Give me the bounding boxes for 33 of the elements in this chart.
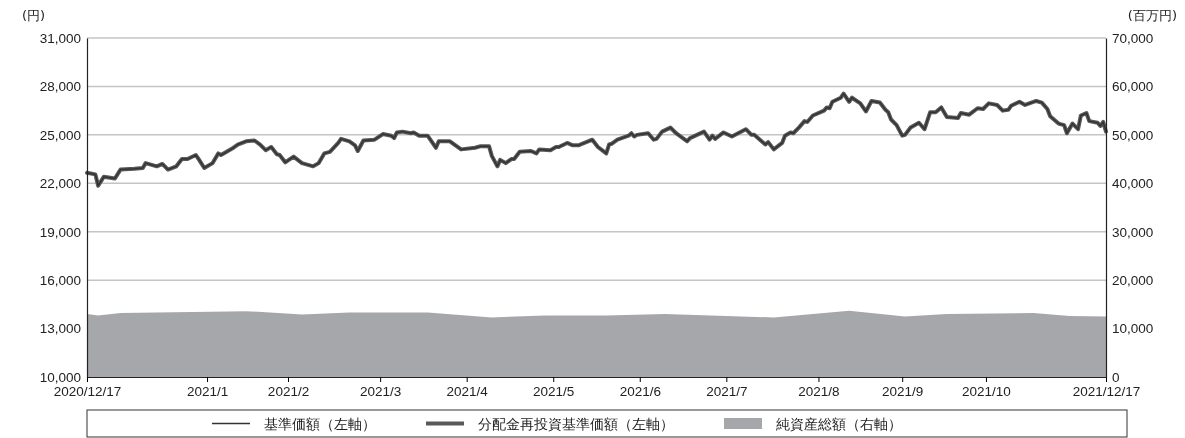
x-tick-label: 2020/12/17 xyxy=(53,383,122,399)
y2-tick-label: 70,000 xyxy=(1112,30,1154,46)
y2-tick-label: 10,000 xyxy=(1112,321,1154,337)
y-axis-title: (円) xyxy=(22,8,46,23)
y-tick-label: 19,000 xyxy=(39,224,81,240)
x-tick-label: 2021/7 xyxy=(706,383,748,399)
y-tick-label: 16,000 xyxy=(39,272,81,288)
x-tick-label: 2021/5 xyxy=(533,383,575,399)
y2-axis-title: (百万円) xyxy=(1127,8,1177,23)
legend-label: 分配金再投資基準価額（左軸） xyxy=(478,415,674,432)
x-tick-label: 2021/6 xyxy=(619,383,661,399)
y-tick-label: 28,000 xyxy=(39,79,81,95)
y-tick-label: 10,000 xyxy=(39,369,81,385)
x-tick-label: 2021/3 xyxy=(359,383,402,399)
y-tick-label: 31,000 xyxy=(39,30,81,46)
x-tick-label: 2021/1 xyxy=(186,383,229,399)
x-tick-label: 2021/12/17 xyxy=(1072,383,1141,399)
y-tick-label: 25,000 xyxy=(39,127,81,143)
y2-tick-label: 30,000 xyxy=(1112,224,1154,240)
y2-tick-label: 0 xyxy=(1112,369,1120,385)
y-tick-label: 22,000 xyxy=(39,176,81,192)
x-tick-label: 2021/2 xyxy=(267,383,310,399)
legend-label: 基準価額（左軸） xyxy=(264,415,376,432)
x-tick-label: 2021/10 xyxy=(962,383,1011,399)
y2-tick-label: 20,000 xyxy=(1112,272,1154,288)
y2-tick-label: 50,000 xyxy=(1112,127,1154,143)
y2-tick-label: 60,000 xyxy=(1112,79,1154,95)
y2-tick-label: 40,000 xyxy=(1112,176,1154,192)
legend-label: 純資産総額（右軸） xyxy=(776,415,902,432)
y-tick-label: 13,000 xyxy=(39,321,81,337)
x-tick-label: 2021/4 xyxy=(446,383,489,399)
x-tick-label: 2021/8 xyxy=(798,383,840,399)
x-tick-label: 2021/9 xyxy=(882,383,924,399)
